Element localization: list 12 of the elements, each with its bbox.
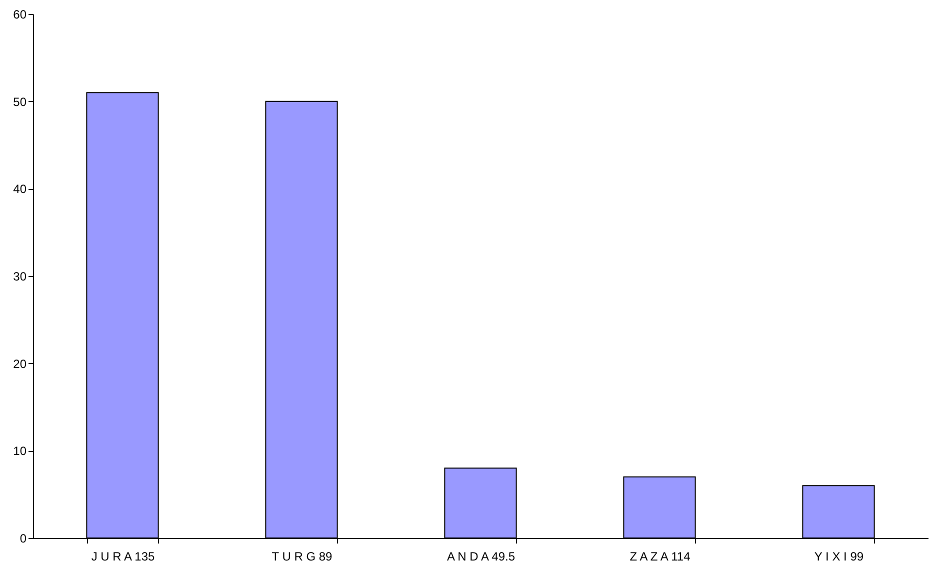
y-tick-label: 50 (13, 94, 27, 109)
x-tick-label: J U R A 135 (91, 550, 156, 564)
x-tick-label: T U R G 89 (272, 550, 333, 564)
x-tick-label: Z A Z A 114 (630, 550, 691, 564)
y-tick-label: 40 (13, 182, 27, 196)
x-tick-label: A N D A 49.5 (446, 550, 516, 564)
y-tick-label: 30 (13, 270, 27, 284)
y-tick-label: 0 (20, 532, 27, 546)
y-tick-label: 10 (13, 444, 27, 458)
y-tick-label: 60 (13, 8, 27, 22)
y-tick-label: 20 (13, 356, 27, 371)
x-tick-label: Y I X I 99 (814, 550, 864, 564)
